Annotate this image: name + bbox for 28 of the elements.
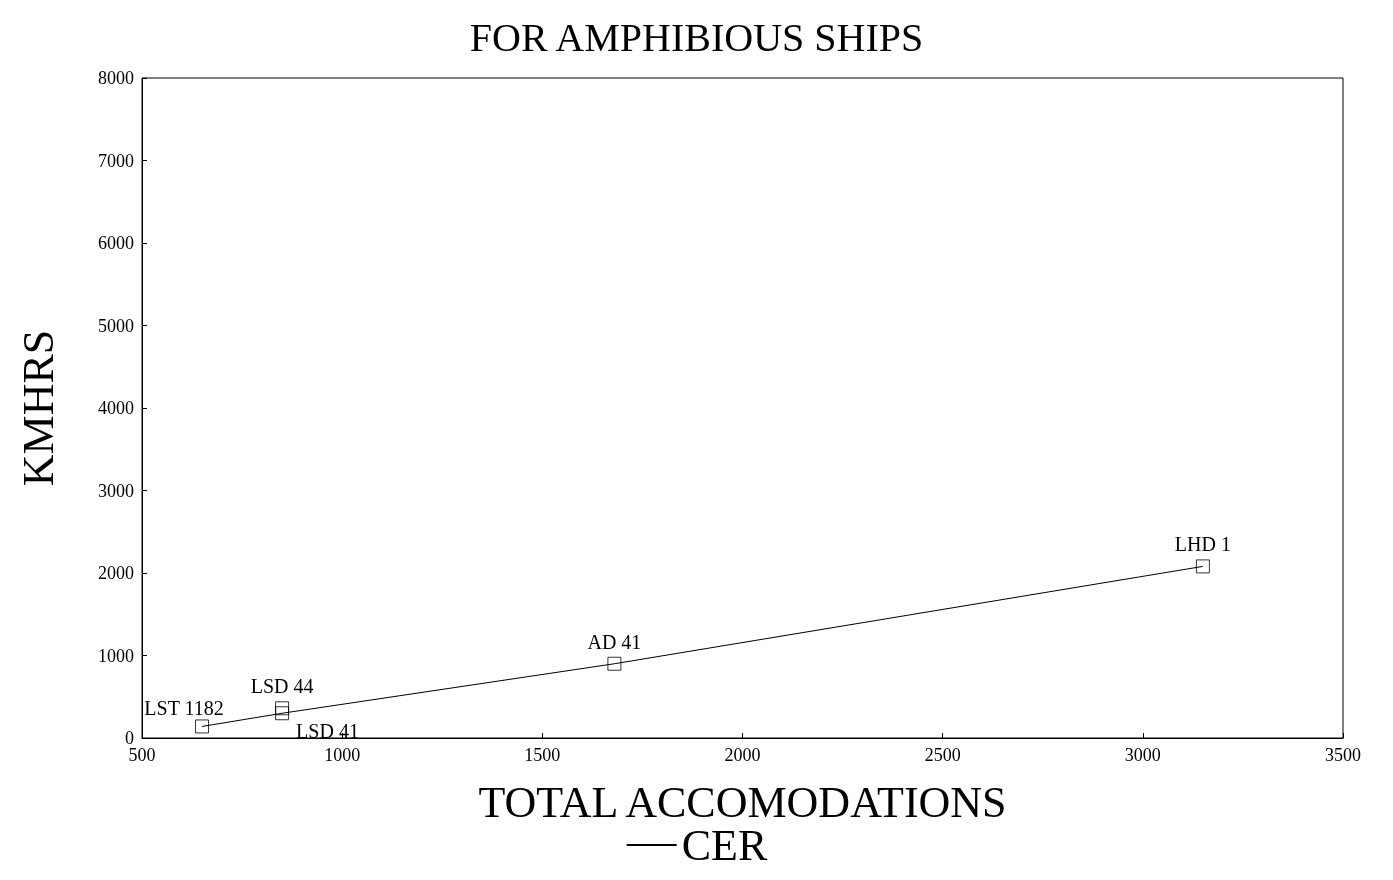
annotation: LST 1182 xyxy=(144,697,224,720)
y-tick-label: 4000 xyxy=(98,398,134,418)
x-tick-label: 500 xyxy=(128,745,156,765)
y-tick-label: 1000 xyxy=(98,645,134,666)
x-tick-label: 1500 xyxy=(524,745,561,765)
chart-title: FOR AMPHIBIOUS SHIPS xyxy=(469,14,924,60)
y-axis-title: KMHRS xyxy=(13,329,63,487)
y-tick-label: 8000 xyxy=(98,68,134,88)
annotation: AD 41 xyxy=(587,630,642,653)
y-tick-label: 0 xyxy=(125,728,134,748)
x-tick-label: 1000 xyxy=(324,745,361,765)
x-tick-label: 3000 xyxy=(1124,745,1161,765)
x-tick-label: 2000 xyxy=(724,745,761,765)
x-tick-label: 3500 xyxy=(1325,745,1361,765)
y-tick-label: 2000 xyxy=(98,563,134,583)
y-tick-label: 5000 xyxy=(98,315,134,336)
point xyxy=(1195,559,1210,574)
annotation: LSD 44 xyxy=(250,675,314,698)
annotation: LSD 41 xyxy=(296,720,359,743)
point xyxy=(607,656,622,671)
point xyxy=(195,719,210,734)
y-tick-label: 6000 xyxy=(98,233,134,253)
y-tick-label: 7000 xyxy=(98,150,134,171)
annotation: LHD 1 xyxy=(1174,533,1231,556)
x-tick-label: 2500 xyxy=(924,745,961,765)
point xyxy=(275,701,290,716)
y-tick-label: 3000 xyxy=(98,480,134,501)
point xyxy=(275,706,290,721)
